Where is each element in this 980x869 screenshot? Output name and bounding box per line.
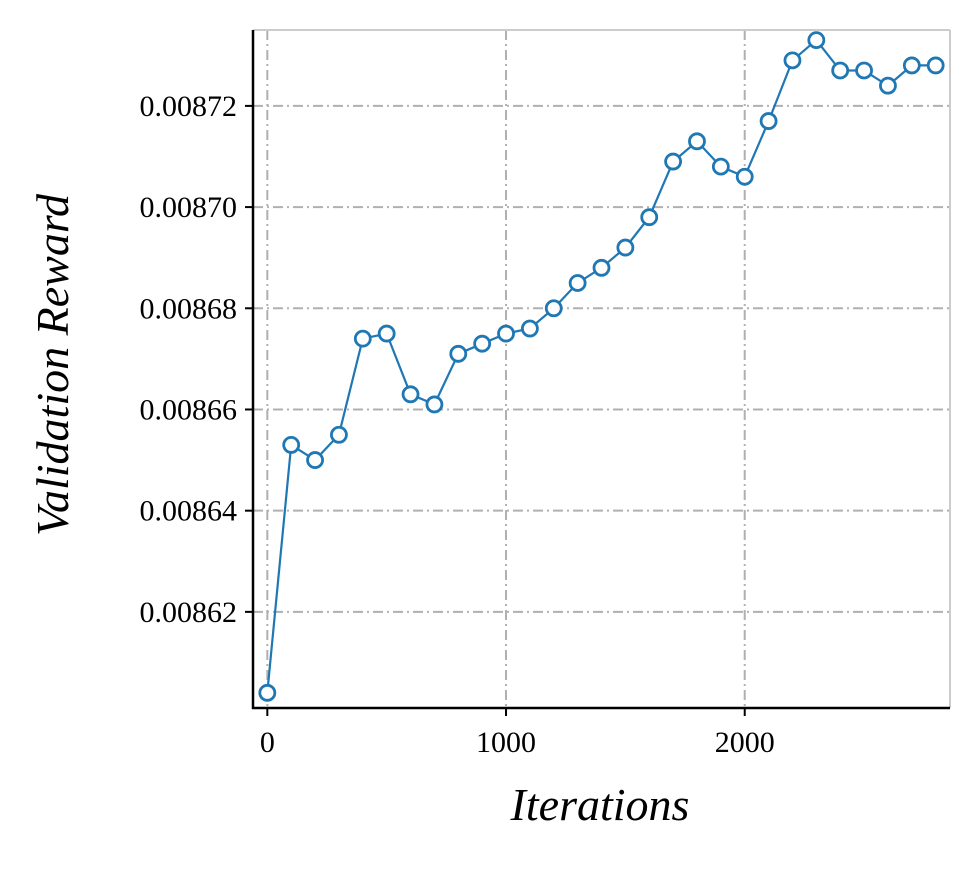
data-point (640, 208, 659, 227)
data-point (258, 683, 277, 702)
data-point (664, 152, 683, 171)
data-point (520, 319, 539, 338)
data-point (544, 299, 563, 318)
data-point (306, 451, 324, 469)
data-point (783, 51, 802, 70)
data-point (568, 274, 587, 292)
data-point (330, 425, 348, 444)
series-line (266, 38, 936, 693)
data-point (449, 344, 468, 363)
y-tick-label: 0.00872 (140, 90, 238, 123)
x-tick-label: 2000 (715, 726, 775, 759)
data-point (473, 334, 492, 353)
y-tick-label: 0.00870 (140, 191, 238, 224)
y-axis-title: Validation Reward (27, 193, 78, 536)
data-point (759, 112, 778, 130)
data-point (735, 167, 754, 186)
x-axis-title: Iterations (510, 779, 690, 830)
data-point (711, 157, 730, 176)
plot-frame (251, 29, 951, 710)
data-point (616, 238, 635, 257)
y-tick-label: 0.00868 (140, 292, 238, 325)
data-point (855, 61, 873, 80)
axis-ticks: 0 1000 2000 0.00862 0.00864 0.00866 0.00868 0.0… (140, 90, 775, 759)
data-point (926, 56, 945, 75)
x-tick-label: 0 (260, 726, 275, 759)
data-point (425, 395, 444, 414)
data-point (879, 76, 897, 95)
data-point (807, 31, 826, 50)
y-tick-label: 0.00866 (140, 393, 238, 426)
data-point (902, 56, 921, 75)
y-tick-label: 0.00864 (140, 495, 238, 528)
data-point (401, 385, 420, 404)
data-point (497, 324, 515, 343)
data-point (831, 61, 850, 80)
series-validation-reward (258, 31, 945, 702)
grid (253, 30, 950, 708)
data-point (353, 329, 372, 348)
y-tick-label: 0.00862 (140, 596, 238, 629)
data-point (377, 324, 396, 343)
data-point (592, 258, 611, 277)
x-tick-label: 1000 (476, 726, 536, 759)
data-point (282, 435, 301, 454)
data-point (688, 132, 706, 151)
